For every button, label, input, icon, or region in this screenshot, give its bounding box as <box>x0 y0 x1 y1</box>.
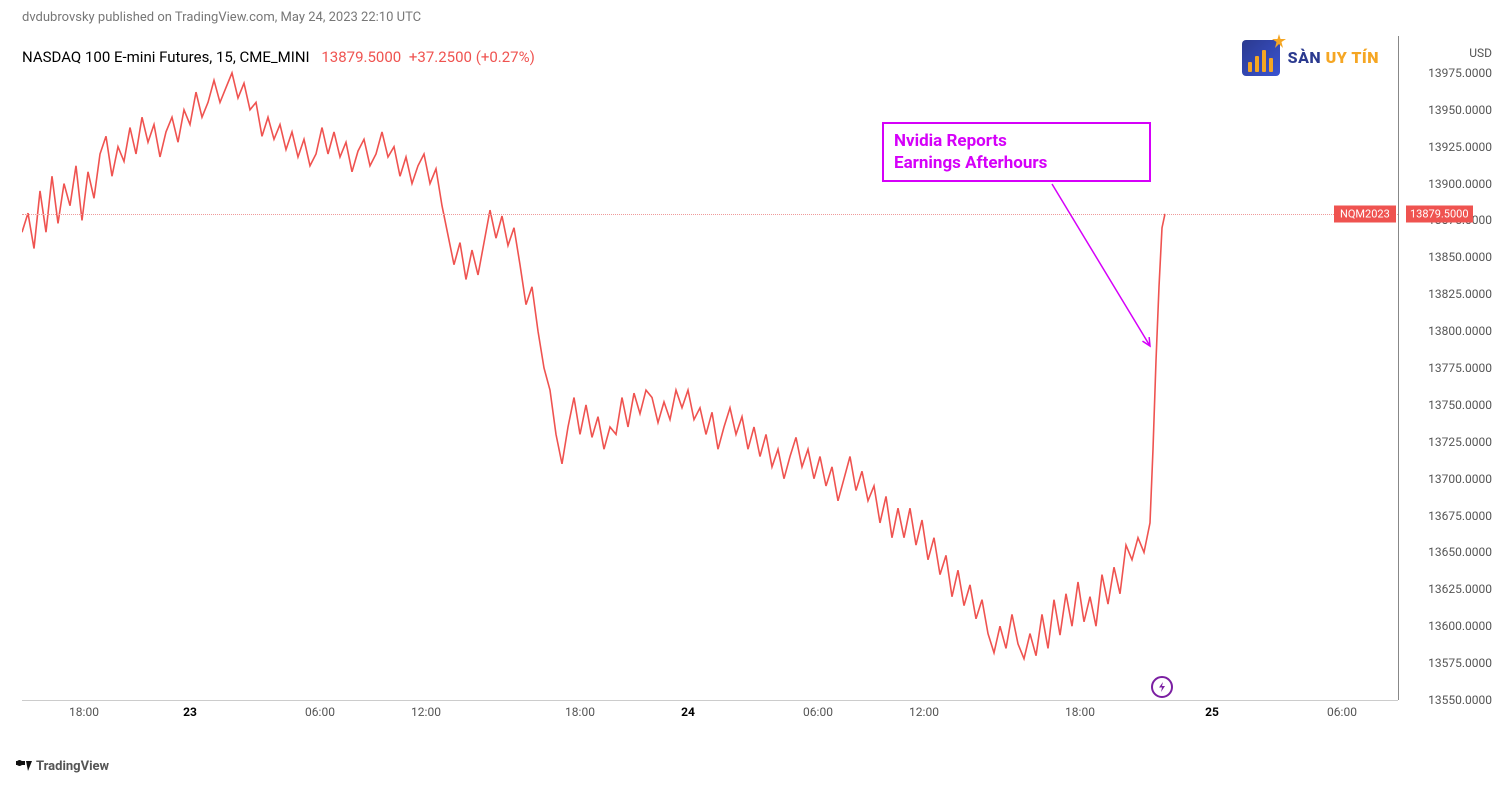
x-tick-label: 06:00 <box>1327 705 1357 719</box>
annotation-box[interactable]: Nvidia ReportsEarnings Afterhours <box>882 122 1151 182</box>
x-axis[interactable]: 18:00 23 06:00 12:00 18:00 24 06:00 12:00 18:00 2… <box>22 700 1398 725</box>
y-tick-label: 13725.0000 <box>1428 435 1492 449</box>
y-axis-unit: USD <box>1469 46 1492 60</box>
y-tick-label: 13950.0000 <box>1428 103 1492 117</box>
publish-line: dvdubrovsky published on TradingView.com… <box>22 10 421 25</box>
x-tick-label: 24 <box>681 705 695 719</box>
x-tick-label: 06:00 <box>803 705 833 719</box>
price-line-plot <box>22 36 1398 700</box>
y-tick-label: 13975.0000 <box>1428 66 1492 80</box>
y-tick-label: 13550.0000 <box>1428 693 1492 707</box>
x-tick-label: 18:00 <box>1065 705 1095 719</box>
x-tick-label: 06:00 <box>305 705 335 719</box>
y-tick-label: 13800.0000 <box>1428 324 1492 338</box>
y-axis-line <box>1398 36 1399 700</box>
y-tick-label: 13575.0000 <box>1428 656 1492 670</box>
earnings-event-icon[interactable] <box>1151 676 1173 698</box>
y-axis[interactable]: USD 13975.0000 13950.0000 13925.0000 13900.… <box>1406 36 1496 718</box>
x-tick-label: 25 <box>1205 705 1219 719</box>
x-tick-label: 23 <box>183 705 197 719</box>
current-price-line <box>22 214 1398 215</box>
y-tick-label: 13675.0000 <box>1428 509 1492 523</box>
chart-area[interactable]: Nvidia ReportsEarnings Afterhours <box>22 36 1398 718</box>
y-tick-label: 13850.0000 <box>1428 250 1492 264</box>
y-tick-label: 13700.0000 <box>1428 472 1492 486</box>
y-tick-label: 13625.0000 <box>1428 582 1492 596</box>
x-tick-label: 12:00 <box>909 705 939 719</box>
current-price-badge: 13879.5000 <box>1406 205 1473 222</box>
y-tick-label: 13650.0000 <box>1428 545 1492 559</box>
x-tick-label: 12:00 <box>411 705 441 719</box>
y-tick-label: 13900.0000 <box>1428 177 1492 191</box>
y-tick-label: 13750.0000 <box>1428 398 1492 412</box>
y-tick-label: 13775.0000 <box>1428 361 1492 375</box>
y-tick-label: 13600.0000 <box>1428 619 1492 633</box>
x-tick-label: 18:00 <box>565 705 595 719</box>
y-tick-label: 13925.0000 <box>1428 140 1492 154</box>
x-tick-label: 18:00 <box>69 705 99 719</box>
y-tick-label: 13825.0000 <box>1428 287 1492 301</box>
symbol-badge: NQM2023 <box>1334 205 1396 222</box>
tradingview-credit: TradingView <box>16 757 109 774</box>
